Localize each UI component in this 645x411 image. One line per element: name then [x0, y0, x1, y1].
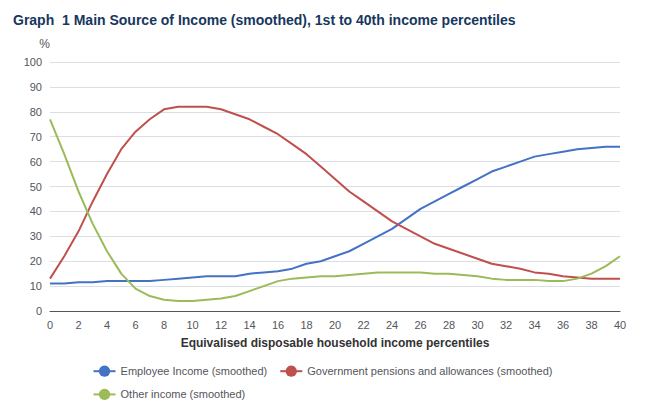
svg-text:40: 40	[30, 205, 42, 217]
svg-text:32: 32	[500, 319, 512, 331]
svg-text:10: 10	[30, 280, 42, 292]
svg-text:0: 0	[47, 319, 53, 331]
svg-text:Government pensions and allowa: Government pensions and allowances (smoo…	[307, 365, 552, 377]
svg-text:40: 40	[614, 319, 626, 331]
svg-text:Graph 1 Main Source of Income: Graph 1 Main Source of Income (smoothed)…	[13, 12, 516, 28]
svg-text:60: 60	[30, 156, 42, 168]
svg-text:8: 8	[161, 319, 167, 331]
svg-text:30: 30	[30, 230, 42, 242]
svg-text:28: 28	[443, 319, 455, 331]
svg-text:26: 26	[414, 319, 426, 331]
svg-text:24: 24	[386, 319, 398, 331]
svg-text:20: 20	[329, 319, 341, 331]
svg-text:20: 20	[30, 255, 42, 267]
svg-text:36: 36	[557, 319, 569, 331]
svg-text:16: 16	[272, 319, 284, 331]
svg-text:22: 22	[357, 319, 369, 331]
svg-text:70: 70	[30, 131, 42, 143]
svg-text:34: 34	[528, 319, 540, 331]
svg-text:12: 12	[215, 319, 227, 331]
svg-text:18: 18	[300, 319, 312, 331]
svg-text:Other income (smoothed): Other income (smoothed)	[121, 388, 246, 400]
svg-text:10: 10	[186, 319, 198, 331]
svg-text:2: 2	[75, 319, 81, 331]
svg-text:4: 4	[104, 319, 110, 331]
svg-text:0: 0	[36, 305, 42, 317]
svg-text:14: 14	[243, 319, 255, 331]
svg-text:38: 38	[585, 319, 597, 331]
svg-text:Employee Income (smoothed): Employee Income (smoothed)	[121, 365, 268, 377]
svg-text:Equivalised disposable househo: Equivalised disposable household income …	[181, 336, 490, 350]
svg-text:6: 6	[132, 319, 138, 331]
svg-text:50: 50	[30, 181, 42, 193]
svg-text:80: 80	[30, 106, 42, 118]
svg-text:100: 100	[24, 56, 42, 68]
svg-text:%: %	[39, 37, 50, 51]
svg-text:30: 30	[471, 319, 483, 331]
svg-text:90: 90	[30, 81, 42, 93]
